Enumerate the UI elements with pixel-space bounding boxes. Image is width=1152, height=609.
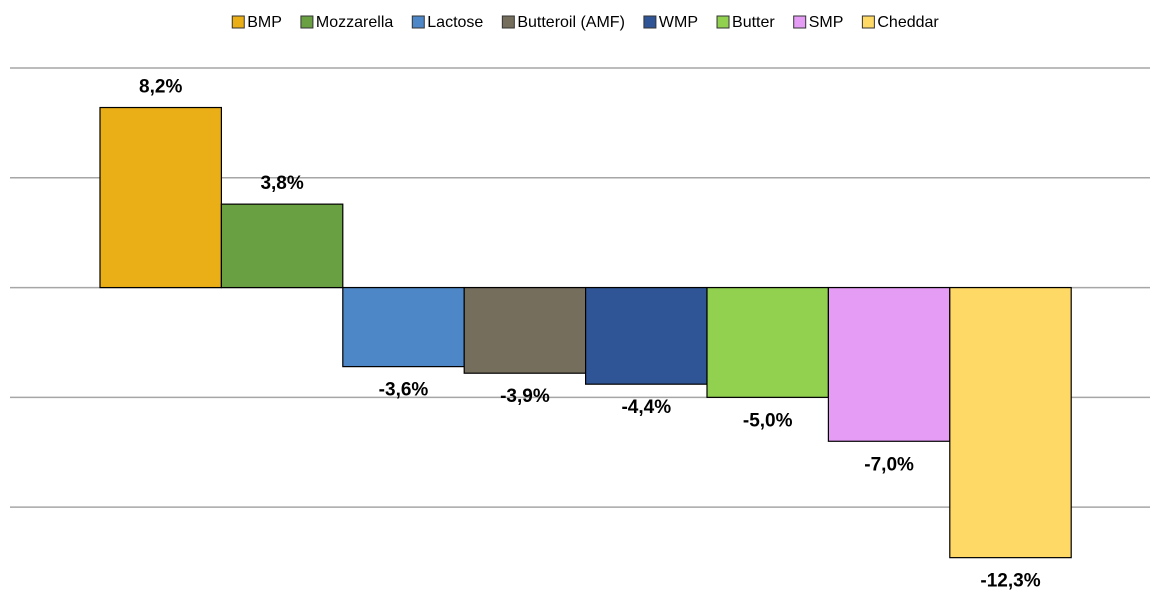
legend-text: BMP bbox=[247, 14, 282, 31]
bar bbox=[827, 286, 951, 442]
bar bbox=[220, 203, 344, 289]
legend-swatch bbox=[861, 15, 875, 29]
bar bbox=[949, 286, 1072, 559]
bar bbox=[584, 286, 708, 385]
legend-swatch bbox=[643, 15, 657, 29]
legend-swatch bbox=[231, 15, 245, 29]
legend-text: Butteroil (AMF) bbox=[517, 14, 625, 31]
value-label: -5,0% bbox=[743, 410, 793, 431]
legend-text: Butter bbox=[732, 14, 775, 31]
value-label: -3,6% bbox=[379, 380, 429, 401]
value-label: -12,3% bbox=[980, 571, 1040, 592]
legend-text: WMP bbox=[659, 14, 698, 31]
value-label: 3,8% bbox=[260, 173, 303, 194]
legend-swatch bbox=[793, 15, 807, 29]
legend-text: Cheddar bbox=[877, 14, 939, 31]
legend-swatch bbox=[501, 15, 515, 29]
legend-swatch bbox=[411, 15, 425, 29]
bar bbox=[463, 286, 587, 374]
value-label: -4,4% bbox=[621, 397, 671, 418]
legend-text: Lactose bbox=[427, 14, 483, 31]
legend-text: Mozzarella bbox=[316, 14, 393, 31]
bar bbox=[342, 286, 465, 368]
bar bbox=[706, 286, 830, 398]
bar bbox=[99, 106, 223, 289]
legend-swatch bbox=[300, 15, 314, 29]
value-label: -3,9% bbox=[500, 386, 550, 407]
value-label: -7,0% bbox=[864, 454, 914, 475]
value-label: 8,2% bbox=[139, 77, 182, 98]
legend-swatch bbox=[716, 15, 730, 29]
legend-text: SMP bbox=[809, 14, 844, 31]
